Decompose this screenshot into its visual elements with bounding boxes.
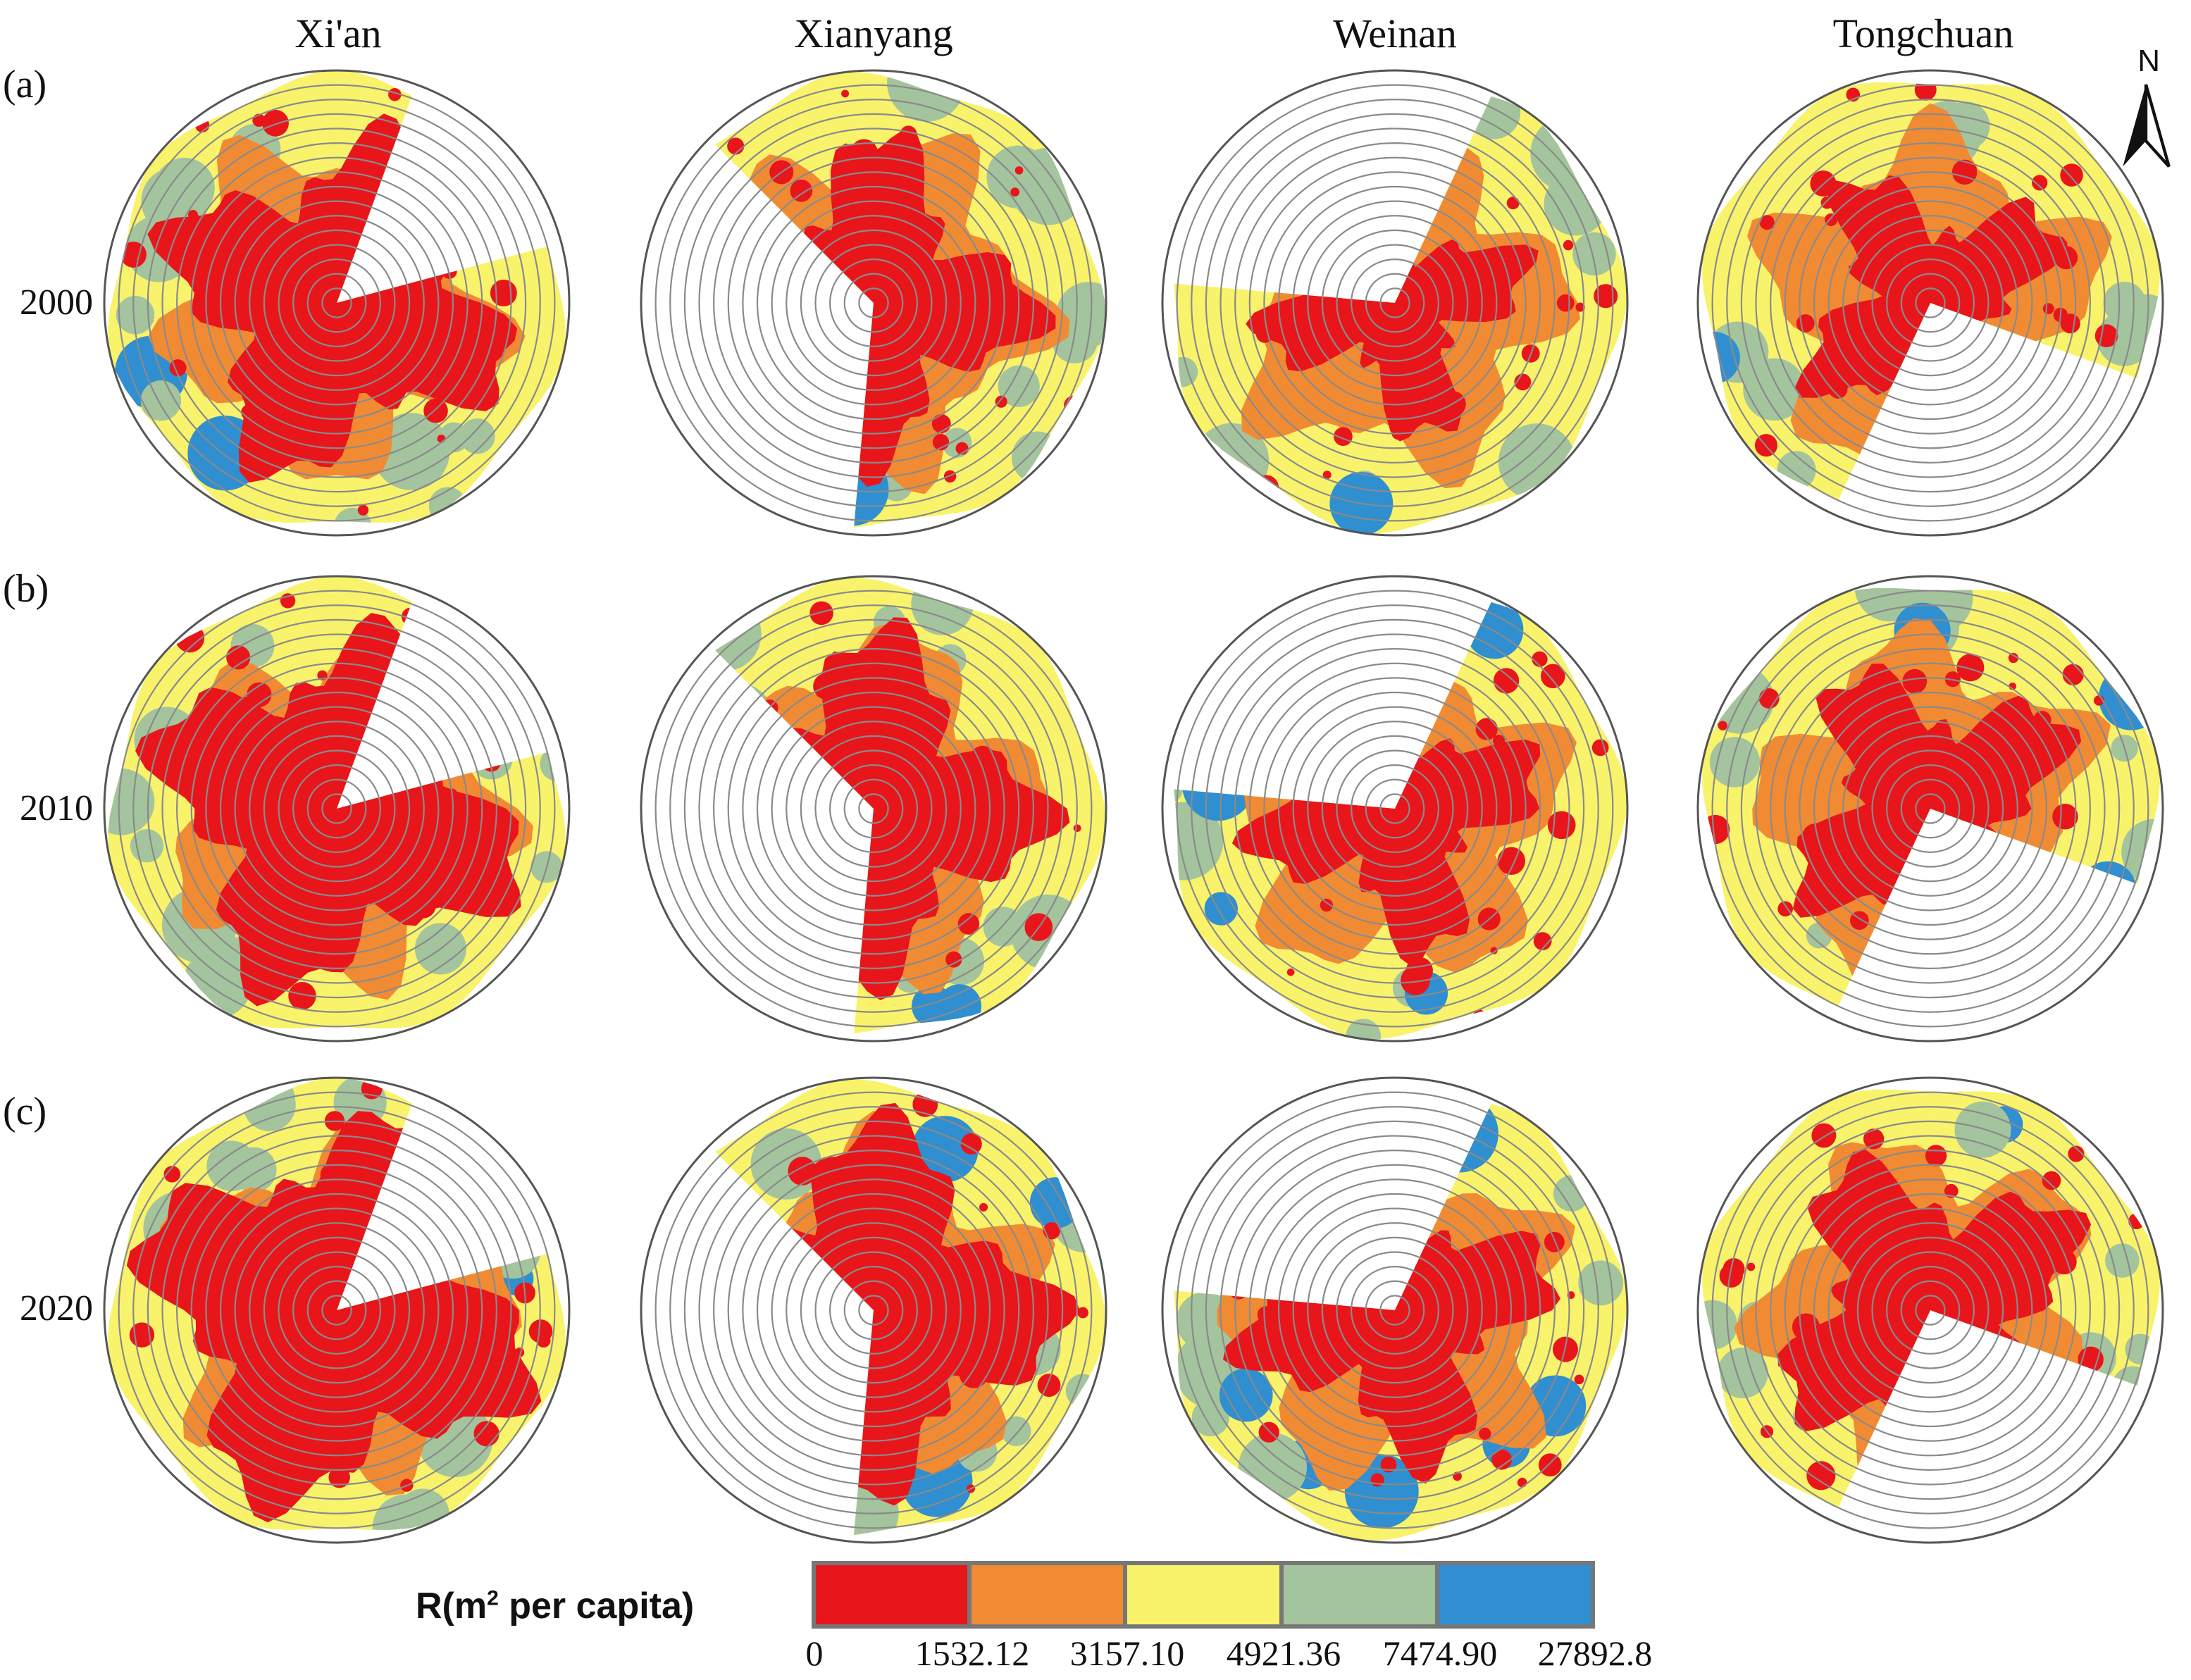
legend-break-1: 1532.12	[914, 1634, 1030, 1673]
row-tag-b: (b)	[3, 567, 49, 611]
radial-map-panel	[1696, 69, 2164, 537]
legend-break-4: 7474.90	[1382, 1634, 1498, 1673]
radial-map-panel	[1161, 69, 1629, 537]
radial-map-panel	[103, 575, 571, 1043]
row-tag-c: (c)	[3, 1090, 47, 1133]
legend-swatch-1	[816, 1565, 972, 1624]
legend-title: R(m2 per capita)	[416, 1586, 695, 1626]
column-title-xianyang: Xianyang	[794, 11, 953, 56]
radial-map-panel	[640, 1076, 1107, 1544]
legend-swatch-3	[1127, 1565, 1284, 1624]
year-2010: 2010	[20, 788, 93, 828]
north-arrow-icon	[2123, 84, 2171, 168]
legend-swatch-5	[1439, 1565, 1591, 1624]
year-2000: 2000	[20, 282, 93, 323]
column-title-tongchuan: Tongchuan	[1832, 11, 2014, 56]
legend-break-0: 0	[805, 1634, 824, 1673]
legend-swatch-4	[1283, 1565, 1439, 1624]
row-tag-a: (a)	[3, 63, 47, 106]
radial-map-panel	[1696, 1076, 2164, 1544]
legend-break-2: 3157.10	[1069, 1634, 1185, 1673]
legend-break-3: 4921.36	[1226, 1634, 1341, 1673]
radial-map-panel	[103, 69, 571, 537]
radial-map-panel	[640, 69, 1107, 537]
radial-map-panel	[1696, 575, 2164, 1043]
legend-swatch-2	[972, 1565, 1128, 1624]
radial-map-panel	[1161, 575, 1629, 1043]
year-2020: 2020	[20, 1288, 93, 1329]
legend-break-5: 27892.8	[1537, 1634, 1653, 1673]
radial-map-panel	[640, 575, 1107, 1043]
radial-map-panel	[1161, 1076, 1629, 1544]
column-title-xian: Xi'an	[294, 11, 382, 56]
radial-map-panel	[103, 1076, 571, 1544]
north-label: N	[2137, 44, 2160, 78]
column-title-weinan: Weinan	[1333, 11, 1457, 56]
legend-color-bar	[812, 1561, 1595, 1629]
